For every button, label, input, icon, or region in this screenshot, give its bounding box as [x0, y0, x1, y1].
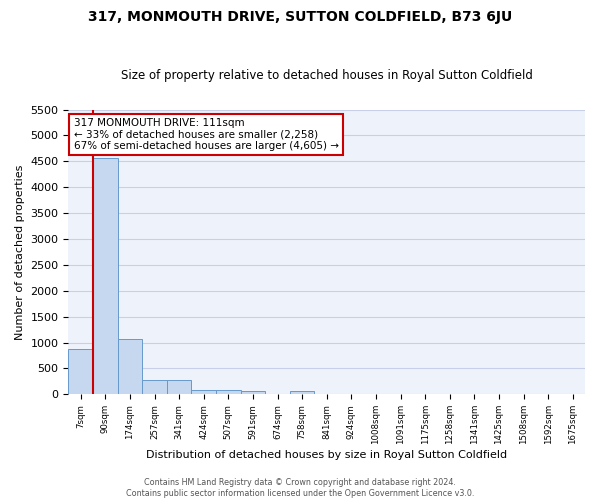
- Text: 317, MONMOUTH DRIVE, SUTTON COLDFIELD, B73 6JU: 317, MONMOUTH DRIVE, SUTTON COLDFIELD, B…: [88, 10, 512, 24]
- Y-axis label: Number of detached properties: Number of detached properties: [15, 164, 25, 340]
- Text: Contains HM Land Registry data © Crown copyright and database right 2024.
Contai: Contains HM Land Registry data © Crown c…: [126, 478, 474, 498]
- Text: 317 MONMOUTH DRIVE: 111sqm
← 33% of detached houses are smaller (2,258)
67% of s: 317 MONMOUTH DRIVE: 111sqm ← 33% of deta…: [74, 118, 338, 152]
- Bar: [191, 390, 216, 394]
- Bar: [93, 158, 118, 394]
- Bar: [68, 350, 93, 395]
- Bar: [241, 391, 265, 394]
- Bar: [216, 390, 241, 394]
- Bar: [167, 380, 191, 394]
- Bar: [142, 380, 167, 394]
- Bar: [118, 340, 142, 394]
- Bar: [290, 391, 314, 394]
- X-axis label: Distribution of detached houses by size in Royal Sutton Coldfield: Distribution of detached houses by size …: [146, 450, 507, 460]
- Title: Size of property relative to detached houses in Royal Sutton Coldfield: Size of property relative to detached ho…: [121, 69, 533, 82]
